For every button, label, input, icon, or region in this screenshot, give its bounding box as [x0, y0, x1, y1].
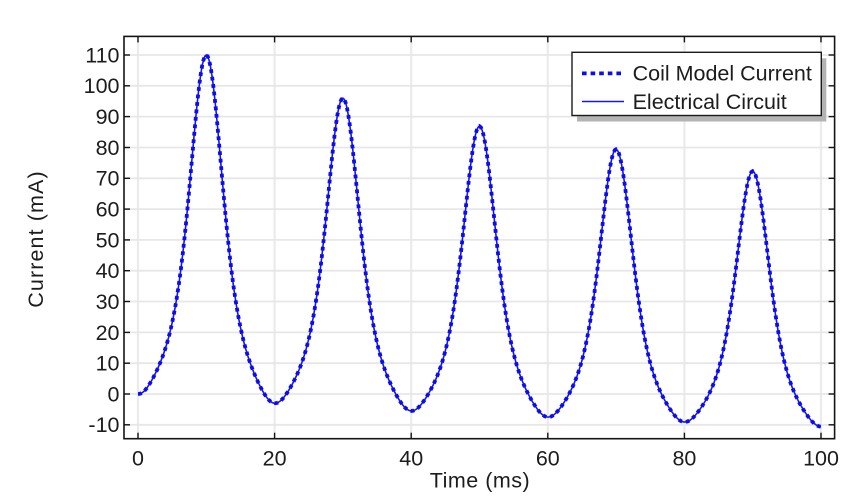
svg-text:20: 20 [263, 447, 287, 471]
svg-text:40: 40 [96, 259, 120, 283]
svg-text:Time (ms): Time (ms) [430, 469, 530, 493]
svg-text:20: 20 [96, 321, 120, 345]
svg-text:Coil Model Current: Coil Model Current [633, 62, 812, 86]
svg-text:Current (mA): Current (mA) [24, 170, 48, 307]
svg-text:0: 0 [132, 447, 144, 471]
svg-text:100: 100 [84, 74, 120, 98]
svg-text:70: 70 [96, 167, 120, 191]
svg-text:Electrical Circuit: Electrical Circuit [633, 90, 787, 114]
svg-text:110: 110 [85, 43, 119, 67]
svg-text:10: 10 [96, 352, 120, 376]
svg-text:50: 50 [96, 228, 120, 252]
svg-text:80: 80 [672, 447, 696, 471]
svg-text:80: 80 [96, 136, 120, 160]
svg-text:40: 40 [399, 447, 423, 471]
svg-text:60: 60 [96, 198, 120, 222]
svg-text:30: 30 [96, 290, 120, 314]
svg-text:90: 90 [96, 105, 120, 129]
svg-text:60: 60 [536, 447, 560, 471]
svg-text:0: 0 [108, 382, 120, 406]
svg-text:100: 100 [803, 447, 839, 471]
svg-text:-10: -10 [88, 413, 119, 437]
